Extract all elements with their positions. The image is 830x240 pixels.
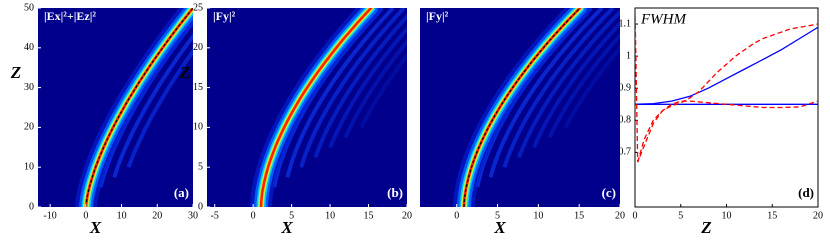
x-tick-label: 20 <box>615 210 625 221</box>
fringe <box>517 9 620 158</box>
y-tick-label: 0.9 <box>619 83 632 94</box>
panel-title: |Ex|²+|Ez|² <box>44 9 96 23</box>
y-tick-label: 1.1 <box>619 18 632 29</box>
x-tick-label: 20 <box>152 210 162 221</box>
fringe <box>532 20 620 149</box>
panel-label: (c) <box>602 185 616 200</box>
fringe <box>313 13 407 158</box>
y-tick-label: 20 <box>193 42 203 53</box>
heatmap-field <box>453 8 620 207</box>
fringe <box>563 45 620 129</box>
x-tick-label: 20 <box>402 210 412 221</box>
x-tick-label: 15 <box>364 210 374 221</box>
x-tick-label: 10 <box>533 210 543 221</box>
x-axis-label: Z <box>700 218 711 237</box>
y-tick-label: 10 <box>193 122 203 133</box>
panel-title: FWHM <box>640 11 687 27</box>
x-tick-label: 10 <box>325 210 335 221</box>
x-tick-label: -5 <box>211 210 219 221</box>
y-tick-label: 0 <box>198 201 203 212</box>
beam-centerline <box>85 8 193 207</box>
panel-title: |Fy|² <box>426 9 449 23</box>
beam-centerline <box>463 8 581 207</box>
y-axis-label: Z <box>179 63 190 82</box>
fringe <box>285 8 395 178</box>
x-tick-label: 10 <box>722 210 732 221</box>
x-axis-label: X <box>493 218 506 237</box>
y-axis-label: Z <box>10 63 21 82</box>
x-axis-label: X <box>89 218 102 237</box>
x-tick-label: 0 <box>83 210 88 221</box>
x-tick-label: 0 <box>251 210 256 221</box>
heatmap-field <box>250 8 407 207</box>
x-tick-label: 5 <box>678 210 683 221</box>
x-tick-label: 20 <box>813 210 823 221</box>
x-tick-label: 5 <box>289 210 294 221</box>
fringe <box>359 52 407 129</box>
x-axis-label: X <box>280 218 293 237</box>
panel-label: (b) <box>387 185 403 200</box>
y-tick-label: 5 <box>198 161 203 172</box>
y-tick-label: 40 <box>24 42 34 53</box>
fringe <box>502 8 615 168</box>
fringe <box>547 32 620 139</box>
panel-title: |Fy|² <box>213 9 236 23</box>
y-tick-label: 0.7 <box>619 147 632 158</box>
series-line <box>635 8 818 163</box>
y-tick-label: 10 <box>24 161 34 172</box>
y-tick-label: 15 <box>193 82 203 93</box>
x-tick-label: 30 <box>188 210 198 221</box>
y-tick-label: 0 <box>29 201 34 212</box>
x-tick-label: 0 <box>454 210 459 221</box>
y-tick-label: 1 <box>626 50 631 61</box>
x-tick-label: -10 <box>43 210 56 221</box>
y-tick-label: 50 <box>24 2 34 13</box>
lines <box>635 8 818 163</box>
fringe <box>299 8 406 168</box>
x-tick-label: 0 <box>633 210 638 221</box>
y-tick-label: 30 <box>24 82 34 93</box>
fringe <box>328 25 407 149</box>
fringe <box>112 32 193 178</box>
y-tick-label: 20 <box>24 122 34 133</box>
fringe <box>126 47 193 168</box>
heatmap-field <box>75 8 193 207</box>
x-tick-label: 5 <box>495 210 500 221</box>
series-line <box>637 100 818 163</box>
series-line <box>635 26 818 105</box>
beam <box>259 8 373 207</box>
x-tick-label: 15 <box>767 210 777 221</box>
fringe <box>488 8 604 178</box>
x-tick-label: 10 <box>117 210 127 221</box>
fringe <box>343 38 407 139</box>
x-tick-label: 15 <box>574 210 584 221</box>
panel-label: (d) <box>798 185 814 200</box>
panel-label: (a) <box>174 185 189 200</box>
y-tick-label: 0.8 <box>619 115 632 126</box>
y-tick-label: 25 <box>193 2 203 13</box>
